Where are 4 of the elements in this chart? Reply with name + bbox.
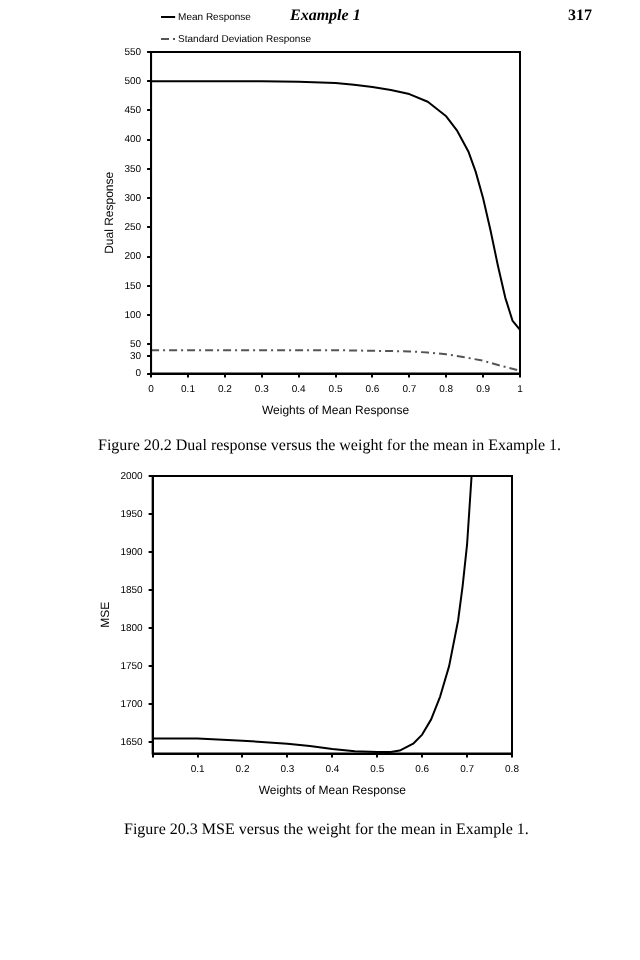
caption: Figure 20.3 MSE versus the weight for the mean in Example 1. [124, 820, 529, 838]
caption: Figure 20.2 Dual response versus the weight for the mean in Example 1. [98, 436, 561, 454]
text: 317 [568, 6, 592, 24]
text: Example 1 [290, 6, 361, 24]
